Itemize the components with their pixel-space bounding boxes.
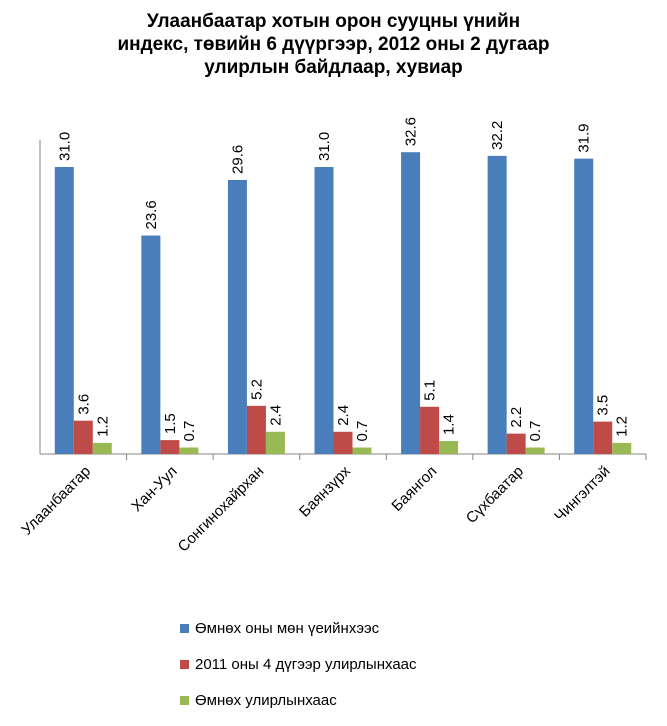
bar <box>593 421 613 454</box>
bar <box>179 447 199 454</box>
legend-item: Өмнөх улирлынхаас <box>180 690 417 710</box>
data-label: 31.0 <box>316 132 333 161</box>
chart-title-line-2: индекс, төвийн 6 дүүргээр, 2012 оны 2 ду… <box>117 34 550 55</box>
legend: Өмнөх оны мөн үеийнхээс 2011 оны 4 дүгээ… <box>180 618 417 726</box>
data-label: 5.2 <box>248 379 265 400</box>
x-tick-label: Баянзүрх <box>296 462 354 520</box>
bar <box>54 167 74 454</box>
bar <box>574 158 594 455</box>
bar <box>352 447 372 454</box>
data-label: 2.2 <box>508 407 525 428</box>
bar <box>439 441 459 454</box>
data-label: 0.7 <box>354 421 371 442</box>
data-label: 3.6 <box>75 394 92 415</box>
data-label: 0.7 <box>181 421 198 442</box>
bar <box>265 431 285 454</box>
data-label: 1.4 <box>441 414 458 435</box>
x-tick-label: Улаанбаатар <box>18 463 94 539</box>
bar <box>227 179 247 454</box>
data-label: 2.4 <box>335 405 352 426</box>
chart-title-line-3: улирлын байдлаар, хувиар <box>204 57 463 78</box>
x-tick-label: Баянгол <box>388 463 440 515</box>
bar <box>612 442 632 454</box>
data-label: 2.4 <box>267 405 284 426</box>
x-tick-label: Сонгинохайрхан <box>175 463 268 556</box>
data-label: 0.7 <box>527 421 544 442</box>
data-label: 32.2 <box>489 121 506 150</box>
x-tick-label: Чингэлтэй <box>551 463 613 525</box>
data-label: 1.5 <box>162 413 179 434</box>
data-label: 1.2 <box>614 416 631 437</box>
data-label: 3.5 <box>595 395 612 416</box>
legend-label-series-1: Өмнөх оны мөн үеийнхээс <box>195 619 380 637</box>
bar <box>160 440 180 454</box>
bar <box>92 442 112 454</box>
data-label: 31.0 <box>56 132 73 161</box>
data-label: 29.6 <box>229 145 246 174</box>
bar <box>73 420 93 454</box>
chart-title-line-1: Улаанбаатар хотын орон сууцны үнийн <box>146 11 521 32</box>
bar <box>314 167 334 454</box>
bar <box>401 152 421 454</box>
bar <box>525 447 545 454</box>
data-label: 1.2 <box>94 416 111 437</box>
chart-title: Улаанбаатар хотын орон сууцны үнийн инде… <box>0 10 667 79</box>
data-label: 31.9 <box>576 123 593 152</box>
bar <box>506 433 526 454</box>
bar <box>487 155 507 454</box>
legend-swatch-series-1 <box>180 623 189 633</box>
data-label: 23.6 <box>143 200 160 229</box>
legend-label-series-3: Өмнөх улирлынхаас <box>195 691 337 709</box>
bar <box>420 406 440 454</box>
data-label: 32.6 <box>403 117 420 146</box>
bar <box>333 431 353 454</box>
legend-item: 2011 оны 4 дүгээр улирлынхаас <box>180 654 417 674</box>
bar <box>141 235 161 454</box>
legend-swatch-series-2 <box>180 659 189 669</box>
legend-swatch-series-3 <box>180 695 189 705</box>
legend-item: Өмнөх оны мөн үеийнхээс <box>180 618 417 638</box>
data-label: 5.1 <box>422 380 439 401</box>
x-tick-label: Сүхбаатар <box>463 463 527 527</box>
x-tick-label: Хан-Уул <box>128 463 180 515</box>
bar <box>246 405 266 454</box>
legend-label-series-2: 2011 оны 4 дүгээр улирлынхаас <box>195 655 417 673</box>
